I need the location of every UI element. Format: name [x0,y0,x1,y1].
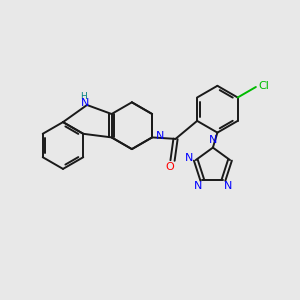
Text: N: N [209,135,217,145]
Text: N: N [156,131,164,141]
Text: N: N [81,98,90,109]
Text: O: O [166,161,175,172]
Text: N: N [224,181,232,191]
Text: Cl: Cl [258,80,269,91]
Text: N: N [194,181,202,191]
Text: N: N [184,153,193,163]
Text: H: H [80,92,87,101]
